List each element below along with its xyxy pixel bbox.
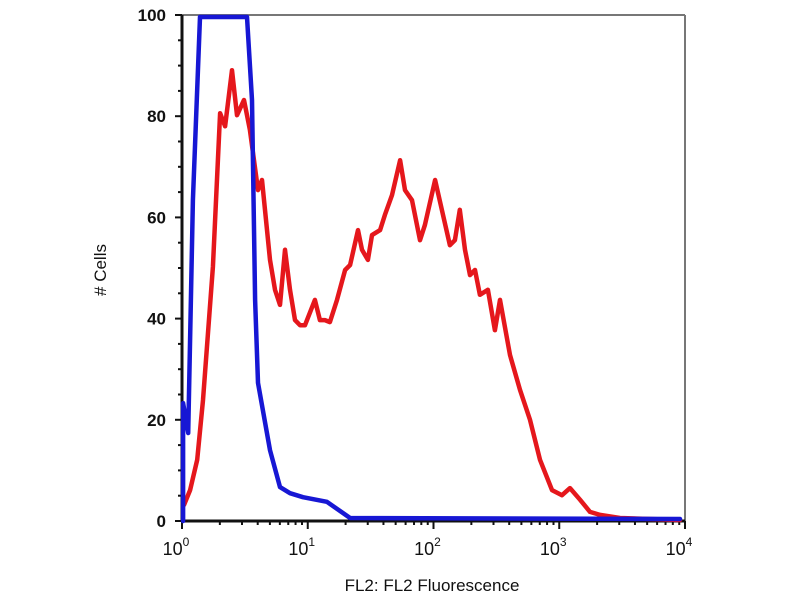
series-line-blue xyxy=(180,14,683,524)
y-tick-label: 40 xyxy=(147,310,166,329)
y-tick-label: 0 xyxy=(157,512,166,531)
x-tick-label: 101 xyxy=(288,535,315,559)
x-tick-label: 103 xyxy=(540,535,567,559)
x-tick-label: 102 xyxy=(414,535,441,559)
x-tick-label: 104 xyxy=(666,535,693,559)
y-tick-label: 20 xyxy=(147,411,166,430)
y-tick-label: 100 xyxy=(138,6,166,25)
y-tick-label: 80 xyxy=(147,107,166,126)
series-layer xyxy=(180,14,683,524)
y-tick-label: 60 xyxy=(147,208,166,227)
y-axis-title: # Cells xyxy=(91,244,110,296)
x-axis-title: FL2: FL2 Fluorescence xyxy=(345,576,520,595)
x-tick-label: 100 xyxy=(163,535,190,559)
axes: 0 20 40 60 80 100 100 101 102 103 104 xyxy=(138,6,693,559)
series-line-red xyxy=(181,67,683,523)
